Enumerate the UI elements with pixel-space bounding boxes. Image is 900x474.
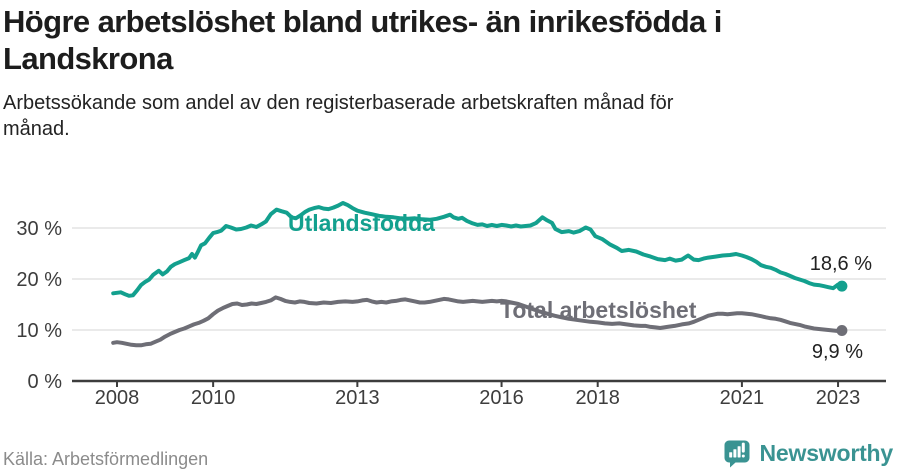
x-tick-label: 2008: [95, 387, 140, 409]
x-tick-label: 2016: [479, 387, 524, 409]
series-end-dot-utlandsfodda: [836, 280, 848, 292]
chart-annotations: Utlandsfödda Total arbetslöshet 18,6 % 9…: [288, 210, 872, 363]
x-tick-label: 2013: [335, 387, 380, 409]
x-tick-label: 2010: [191, 387, 236, 409]
series-label-utlandsfodda: Utlandsfödda: [288, 210, 435, 236]
y-tick-label: 10 %: [16, 320, 62, 342]
series-line-utlandsfodda: [111, 201, 844, 298]
data-series: [111, 201, 848, 348]
x-axis: 2008 2010 2013 2016 2018 2021 2023: [72, 379, 886, 409]
end-value-label-total: 9,9 %: [812, 341, 863, 363]
series-end-dot-total: [836, 325, 848, 337]
newsworthy-logo-icon: [724, 440, 750, 468]
source-credit: Källa: Arbetsförmedlingen: [3, 449, 209, 469]
brand-name: Newsworthy: [759, 439, 894, 466]
y-tick-label: 20 %: [16, 269, 62, 291]
gridlines: 0 % 10 % 20 % 30 %: [16, 218, 886, 393]
series-line-total: [111, 295, 844, 348]
x-tick-label: 2021: [720, 387, 765, 409]
page-title: Högre arbetslöshet bland utrikes- än inr…: [3, 4, 722, 76]
end-value-label-utlandsfodda: 18,6 %: [810, 253, 872, 275]
page-subtitle: Arbetssökande som andel av den registerb…: [3, 92, 674, 141]
x-tick-label: 2023: [816, 387, 861, 409]
x-tick-label: 2018: [575, 387, 620, 409]
series-label-total: Total arbetslöshet: [500, 297, 697, 323]
y-tick-label: 30 %: [16, 218, 62, 240]
brand-link[interactable]: Newsworthy: [722, 438, 893, 468]
y-tick-label: 0 %: [28, 371, 63, 393]
